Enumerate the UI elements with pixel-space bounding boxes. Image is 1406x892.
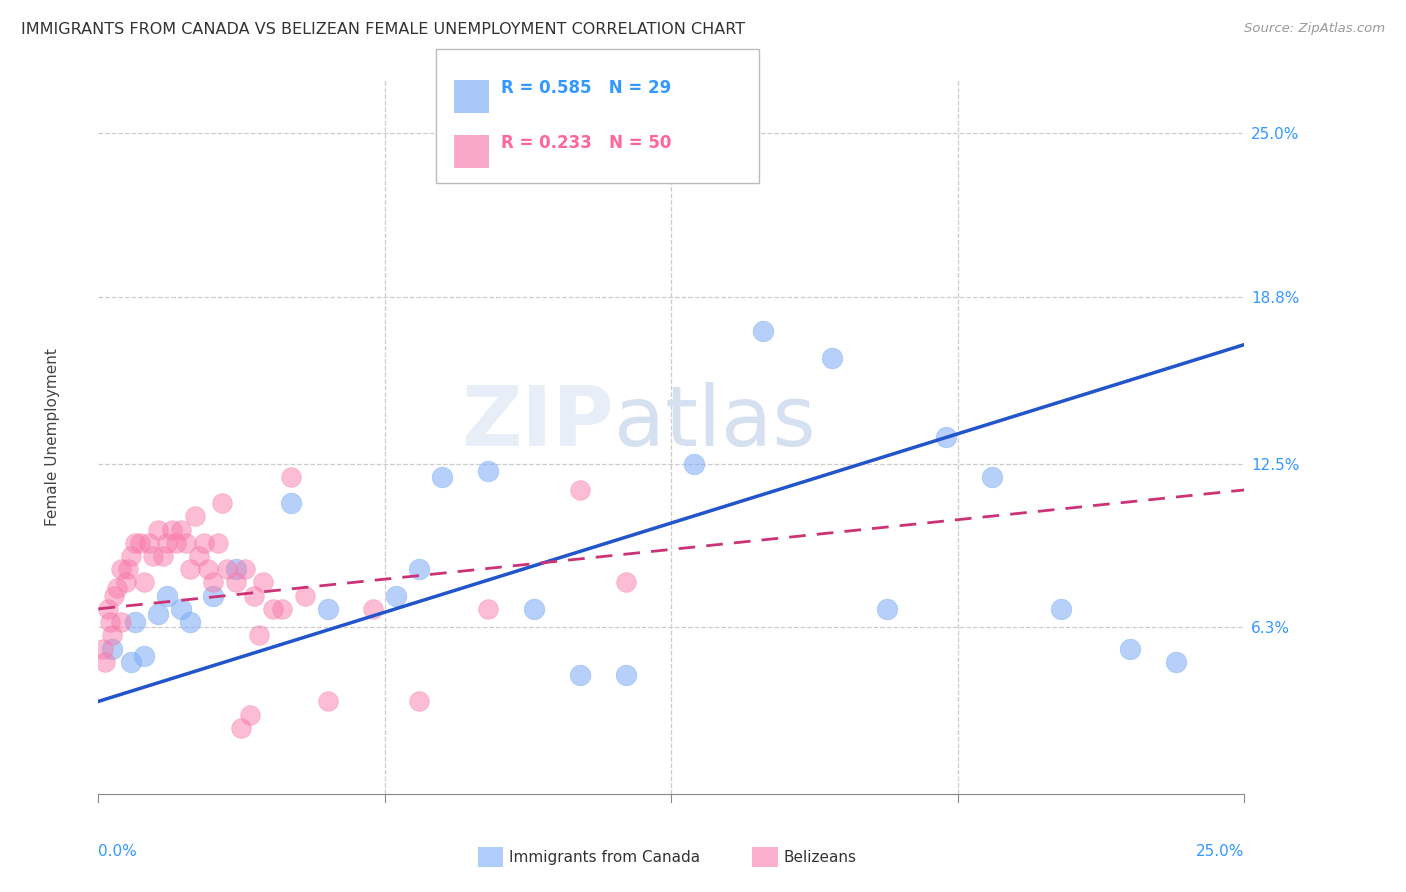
Point xyxy=(115,575,138,590)
Text: Female Unemployment: Female Unemployment xyxy=(45,348,60,526)
Point xyxy=(138,536,160,550)
Point xyxy=(124,536,146,550)
Point xyxy=(1164,655,1187,669)
Point xyxy=(179,562,201,576)
Point xyxy=(160,523,183,537)
Text: ZIP: ZIP xyxy=(461,383,614,463)
Point xyxy=(101,628,124,642)
Text: atlas: atlas xyxy=(614,383,815,463)
Text: R = 0.233   N = 50: R = 0.233 N = 50 xyxy=(501,135,671,153)
Point xyxy=(146,607,169,622)
Point xyxy=(207,536,229,550)
Point xyxy=(124,615,146,629)
Point xyxy=(981,469,1004,483)
Point xyxy=(174,536,197,550)
Point xyxy=(142,549,165,563)
Point xyxy=(152,549,174,563)
Point xyxy=(1050,602,1073,616)
Point xyxy=(179,615,201,629)
Point xyxy=(193,536,215,550)
Point xyxy=(568,668,591,682)
Point xyxy=(170,602,193,616)
Point xyxy=(110,562,132,576)
Text: R = 0.585   N = 29: R = 0.585 N = 29 xyxy=(501,79,671,97)
Text: Immigrants from Canada: Immigrants from Canada xyxy=(509,850,700,864)
Point xyxy=(170,523,193,537)
Text: Belizeans: Belizeans xyxy=(783,850,856,864)
Point xyxy=(363,602,385,616)
Point xyxy=(728,166,751,180)
Point xyxy=(215,562,238,576)
Point xyxy=(262,602,284,616)
Point xyxy=(134,649,156,664)
Point xyxy=(146,523,169,537)
Point xyxy=(188,549,211,563)
Point xyxy=(477,465,499,479)
Point xyxy=(197,562,219,576)
Point xyxy=(568,483,591,497)
Point xyxy=(156,589,179,603)
Point xyxy=(280,469,302,483)
Point xyxy=(103,589,125,603)
Text: IMMIGRANTS FROM CANADA VS BELIZEAN FEMALE UNEMPLOYMENT CORRELATION CHART: IMMIGRANTS FROM CANADA VS BELIZEAN FEMAL… xyxy=(21,22,745,37)
Point xyxy=(98,615,121,629)
Point xyxy=(101,641,124,656)
Point xyxy=(110,615,132,629)
Point xyxy=(105,581,128,595)
Text: 0.0%: 0.0% xyxy=(98,844,138,859)
Point xyxy=(385,589,408,603)
Point xyxy=(97,602,120,616)
Point xyxy=(120,549,142,563)
Point xyxy=(225,575,247,590)
Point xyxy=(252,575,274,590)
Point xyxy=(211,496,233,510)
Text: Source: ZipAtlas.com: Source: ZipAtlas.com xyxy=(1244,22,1385,36)
Point xyxy=(876,602,898,616)
Point xyxy=(614,575,637,590)
Point xyxy=(408,694,430,708)
Point xyxy=(94,655,117,669)
Point xyxy=(294,589,316,603)
Point xyxy=(316,602,339,616)
Point xyxy=(430,469,453,483)
Point xyxy=(117,562,139,576)
Point xyxy=(202,589,225,603)
Point xyxy=(821,351,844,365)
Point xyxy=(477,602,499,616)
Point xyxy=(752,324,775,338)
Point xyxy=(408,562,430,576)
Point xyxy=(1119,641,1142,656)
Point xyxy=(120,655,142,669)
Point xyxy=(280,496,302,510)
Point xyxy=(316,694,339,708)
Point xyxy=(243,589,266,603)
Point xyxy=(229,721,252,735)
Point xyxy=(239,707,262,722)
Point xyxy=(270,602,292,616)
Point xyxy=(233,562,256,576)
Point xyxy=(683,457,706,471)
Point xyxy=(91,641,114,656)
Point xyxy=(202,575,225,590)
Point xyxy=(523,602,546,616)
Point xyxy=(183,509,205,524)
Point xyxy=(165,536,187,550)
Point xyxy=(134,575,156,590)
Point xyxy=(128,536,150,550)
Point xyxy=(156,536,179,550)
Point xyxy=(247,628,270,642)
Point xyxy=(614,668,637,682)
Point xyxy=(935,430,957,444)
Text: 25.0%: 25.0% xyxy=(1197,844,1244,859)
Point xyxy=(225,562,247,576)
